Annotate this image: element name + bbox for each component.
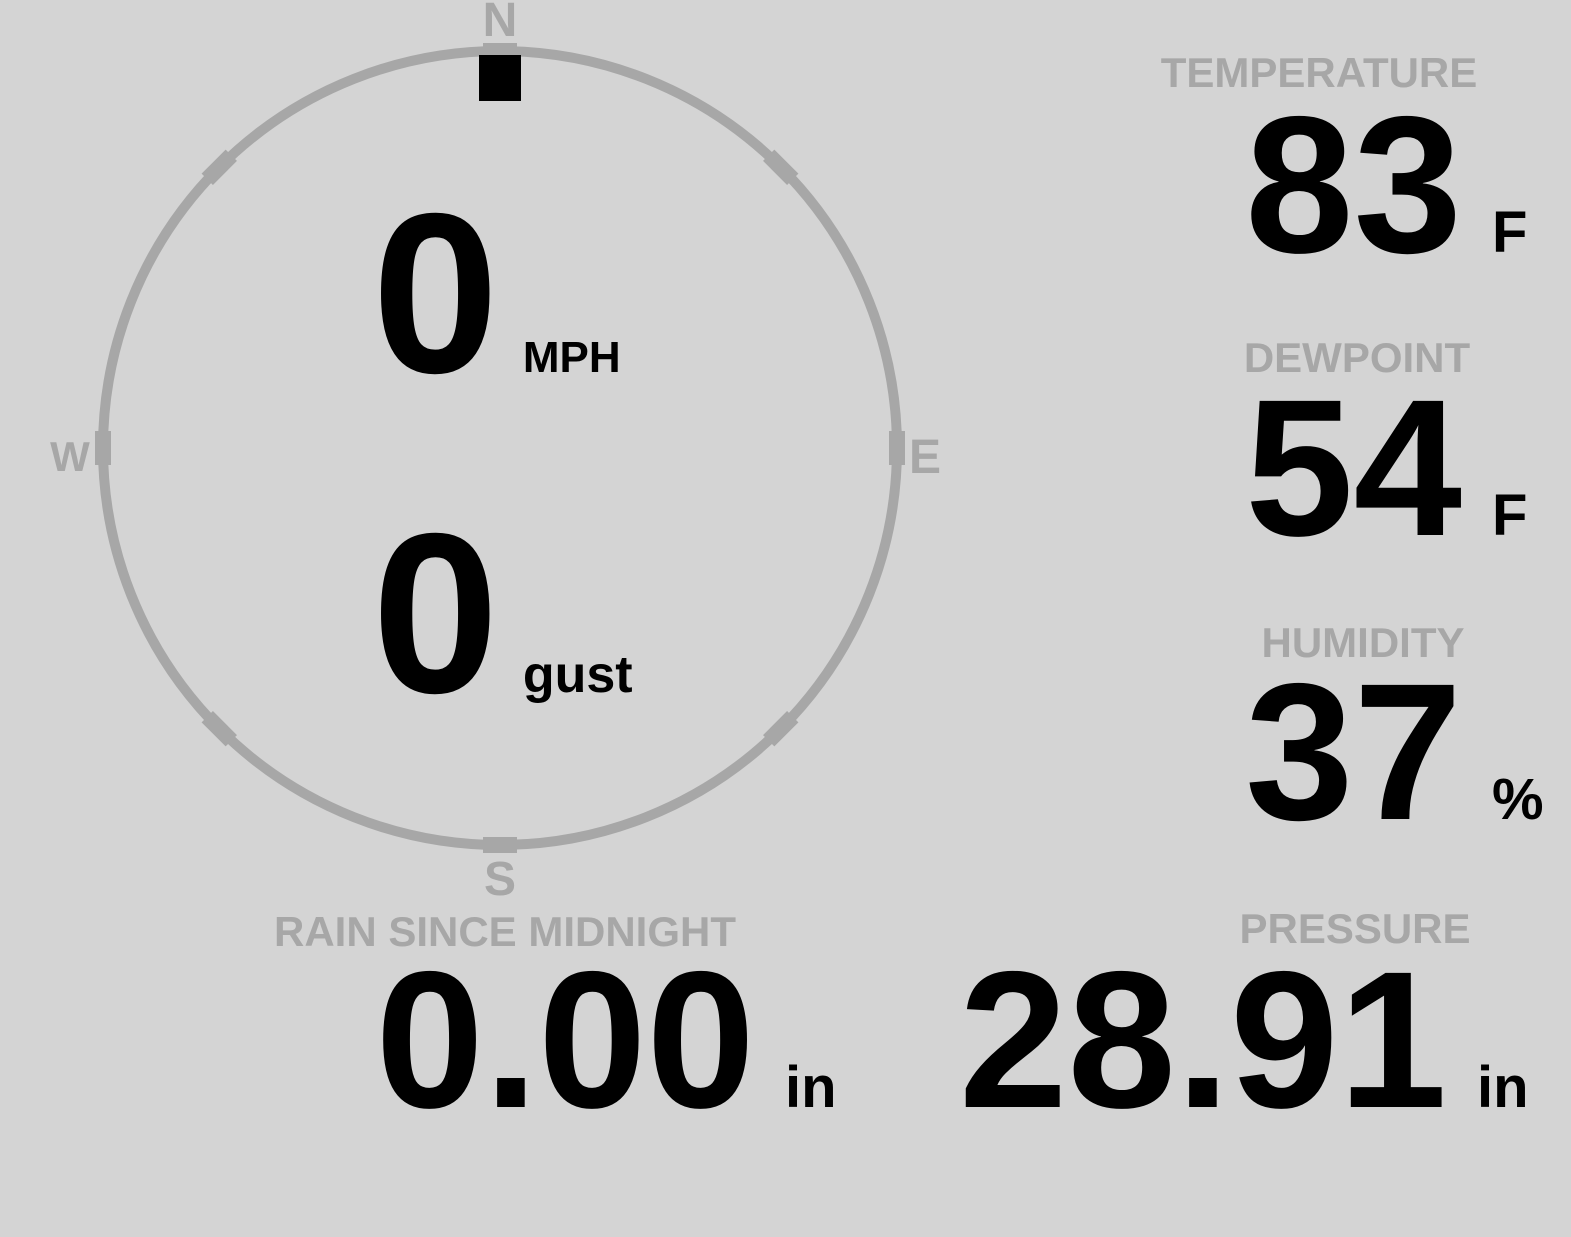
compass-tick-south — [483, 837, 517, 853]
wind-speed-unit: MPH — [522, 333, 621, 382]
humidity-unit: % — [1492, 767, 1544, 832]
rain-since-midnight-reading: 0.00 in — [375, 943, 840, 1138]
dewpoint-reading: 54 F — [1245, 371, 1547, 566]
wind-speed-value: 0 — [372, 167, 499, 421]
wind-gust-value: 0 — [372, 487, 499, 741]
dewpoint-label: DEWPOINT — [1243, 334, 1471, 381]
temperature-label: TEMPERATURE — [1160, 49, 1478, 96]
temperature-reading: 83 F — [1245, 88, 1547, 283]
temperature-value: 83 — [1245, 76, 1462, 294]
humidity-reading: 37 % — [1245, 655, 1547, 850]
pressure-reading: 28.91 in — [959, 943, 1532, 1138]
wind-direction-marker — [479, 55, 521, 101]
rain-since-midnight-unit: in — [785, 1055, 837, 1120]
rain-since-midnight-label: RAIN SINCE MIDNIGHT — [274, 908, 736, 955]
compass-west-label: W — [50, 433, 90, 480]
compass-south-label: S — [483, 853, 517, 906]
wind-gust-unit: gust — [522, 646, 633, 704]
rain-since-midnight-value: 0.00 — [375, 931, 755, 1149]
compass-east-label: E — [908, 431, 942, 484]
pressure-label: PRESSURE — [1239, 905, 1471, 952]
pressure-value: 28.91 — [959, 931, 1447, 1149]
humidity-label: HUMIDITY — [1261, 619, 1465, 666]
wind-gust: 0 gust — [372, 500, 633, 728]
compass-tick-east — [889, 431, 905, 465]
compass-tick-west — [95, 431, 111, 465]
compass-north-label: N — [482, 0, 518, 47]
pressure-unit: in — [1477, 1055, 1529, 1120]
temperature-unit: F — [1492, 200, 1528, 265]
dewpoint-unit: F — [1492, 483, 1528, 548]
dewpoint-value: 54 — [1245, 359, 1462, 577]
humidity-value: 37 — [1245, 643, 1462, 861]
wind-speed: 0 MPH — [372, 180, 621, 408]
